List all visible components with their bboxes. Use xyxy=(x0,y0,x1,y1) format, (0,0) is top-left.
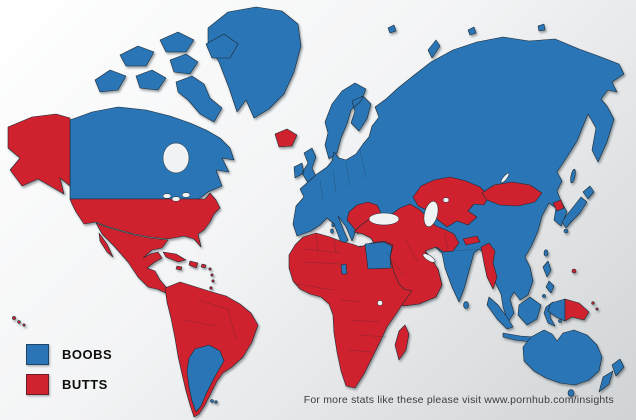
hudson-bay xyxy=(162,142,190,174)
region-north-korea xyxy=(552,199,565,212)
region-hawaii xyxy=(12,316,16,320)
region-png-islands xyxy=(595,307,599,311)
legend-swatch-boobs xyxy=(26,344,49,365)
region-falkland-islands xyxy=(214,400,218,404)
caspian-sea xyxy=(423,201,439,227)
aral-sea xyxy=(442,197,450,203)
legend: BOOBS BUTTS xyxy=(26,344,112,395)
region-australia xyxy=(522,329,603,386)
region-papua-new-guinea xyxy=(564,298,590,322)
region-nepal-bhutan xyxy=(462,235,481,246)
region-greenland xyxy=(207,6,302,119)
region-japan xyxy=(561,185,595,229)
region-falkland-islands xyxy=(210,399,214,403)
region-baja-california xyxy=(98,232,114,258)
region-egypt xyxy=(364,241,393,270)
region-scandinavia xyxy=(324,82,372,160)
region-tasmania xyxy=(567,389,575,397)
region-lesser-antilles xyxy=(210,273,214,277)
region-alaska xyxy=(7,113,71,195)
region-philippines xyxy=(542,294,546,298)
region-sakhalin xyxy=(570,168,576,184)
great-lakes xyxy=(181,192,191,198)
region-myanmar xyxy=(480,242,498,290)
persian-gulf xyxy=(422,253,436,263)
region-hawaii xyxy=(17,320,21,324)
great-lakes xyxy=(162,193,172,199)
legend-item-boobs: BOOBS xyxy=(26,344,112,365)
region-iceland xyxy=(274,128,298,148)
region-lesser-antilles xyxy=(211,279,215,283)
region-madagascar xyxy=(394,324,410,361)
region-png-islands xyxy=(591,301,595,305)
inland-water xyxy=(162,142,510,306)
region-philippines xyxy=(542,260,555,294)
region-new-zealand xyxy=(598,358,625,393)
region-lesser-antilles xyxy=(208,267,212,271)
region-argentina xyxy=(186,344,225,413)
region-usa xyxy=(69,192,221,248)
legend-item-butts: BUTTS xyxy=(26,374,112,395)
region-guam xyxy=(571,268,577,274)
region-canada xyxy=(69,106,235,200)
region-mongolia xyxy=(481,181,543,207)
footer-note: For more stats like these please visit w… xyxy=(303,394,614,406)
region-moluccas xyxy=(558,319,562,323)
region-canadian-arctic-islands xyxy=(94,31,239,123)
country-borders xyxy=(183,149,479,353)
legend-label-boobs: BOOBS xyxy=(62,347,113,362)
lake-victoria xyxy=(377,300,383,306)
region-corsica xyxy=(331,222,335,228)
lake-baikal xyxy=(500,172,510,184)
region-benin xyxy=(340,263,348,275)
region-taiwan xyxy=(543,249,549,257)
region-caribbean-islands xyxy=(162,251,207,271)
region-sri-lanka xyxy=(463,301,469,309)
legend-swatch-butts xyxy=(26,374,49,395)
region-mexico-central-america xyxy=(95,222,173,294)
region-arctic-islands xyxy=(387,23,546,59)
black-sea xyxy=(368,212,400,226)
region-lesser-antilles xyxy=(209,286,213,290)
great-lakes xyxy=(171,196,181,202)
region-hawaii xyxy=(22,323,26,327)
region-west-papua xyxy=(547,298,566,322)
region-sardinia xyxy=(330,228,334,234)
legend-label-butts: BUTTS xyxy=(62,377,108,392)
region-kyushu xyxy=(563,228,569,234)
